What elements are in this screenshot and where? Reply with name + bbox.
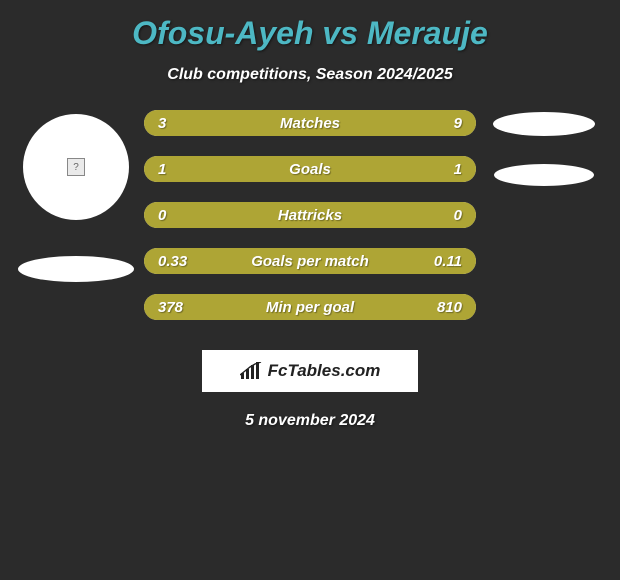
- stat-label: Min per goal: [144, 294, 476, 320]
- left-player-col: ?: [16, 110, 136, 282]
- right-player-col: [484, 110, 604, 186]
- comparison-widget: Ofosu-Ayeh vs Merauje Club competitions,…: [0, 0, 620, 580]
- main-row: ? 39Matches 11Goals 00Hattricks 0.330.11Goa…: [10, 110, 610, 340]
- stat-bar: 39Matches: [144, 110, 476, 136]
- right-shadow-ellipse-1: [493, 112, 595, 136]
- stat-bar: 00Hattricks: [144, 202, 476, 228]
- stat-label: Hattricks: [144, 202, 476, 228]
- comparison-subtitle: Club competitions, Season 2024/2025: [10, 66, 610, 84]
- comparison-title: Ofosu-Ayeh vs Merauje: [10, 15, 610, 52]
- brand-text: FcTables.com: [268, 361, 381, 381]
- stat-label: Goals: [144, 156, 476, 182]
- right-shadow-ellipse-2: [494, 164, 594, 186]
- left-shadow-ellipse: [18, 256, 134, 282]
- stats-bars: 39Matches 11Goals 00Hattricks 0.330.11Goals…: [136, 110, 484, 340]
- left-avatar: ?: [23, 114, 129, 220]
- stat-label: Matches: [144, 110, 476, 136]
- stat-bar: 0.330.11Goals per match: [144, 248, 476, 274]
- brand-logo[interactable]: FcTables.com: [202, 350, 418, 392]
- stat-label: Goals per match: [144, 248, 476, 274]
- stat-bar: 11Goals: [144, 156, 476, 182]
- bar-chart-icon: [240, 362, 262, 380]
- image-placeholder-icon: ?: [67, 158, 85, 176]
- snapshot-date: 5 november 2024: [10, 412, 610, 430]
- stat-bar: 378810Min per goal: [144, 294, 476, 320]
